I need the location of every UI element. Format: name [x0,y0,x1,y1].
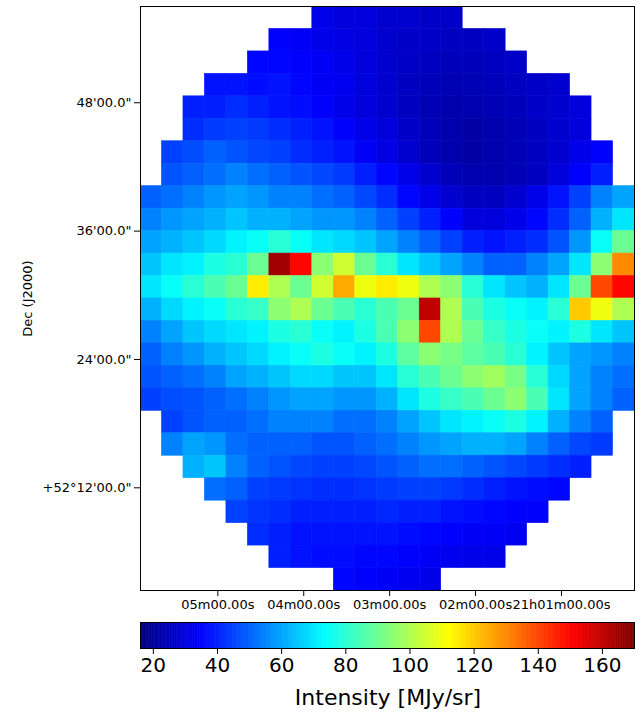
svg-text:02m00.00s: 02m00.00s [439,597,512,612]
html-text:Intensity [MJy/sr]: Intensity [MJy/sr] [294,685,482,710]
svg-text:03m00.00s: 03m00.00s [353,597,426,612]
svg-text:40: 40 [205,653,230,677]
svg-text:100: 100 [391,653,429,677]
svg-text:120: 120 [455,653,493,677]
svg-text:21h01m00.00s: 21h01m00.00s [512,597,610,612]
svg-text:160: 160 [583,653,621,677]
svg-text:140: 140 [519,653,557,677]
svg-text:24'00.0": 24'00.0" [76,352,131,367]
svg-text:80: 80 [333,653,358,677]
svg-text:+52°12'00.0": +52°12'00.0" [43,480,132,495]
svg-text:20: 20 [141,653,166,677]
svg-text:Dec (J2000): Dec (J2000) [20,260,35,336]
svg-text:05m00.00s: 05m00.00s [181,597,254,612]
svg-text:36'00.0": 36'00.0" [76,223,131,238]
svg-text:60: 60 [269,653,294,677]
svg-text:48'00.0": 48'00.0" [76,95,131,110]
svg-text:04m00.00s: 04m00.00s [267,597,340,612]
